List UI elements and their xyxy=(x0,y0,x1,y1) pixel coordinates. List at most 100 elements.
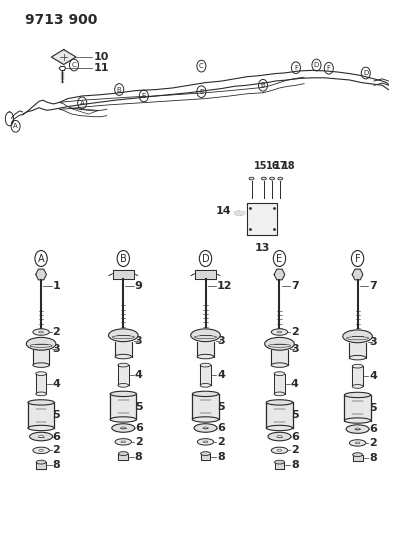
Ellipse shape xyxy=(266,425,293,431)
Ellipse shape xyxy=(192,391,219,397)
Polygon shape xyxy=(115,342,132,357)
Ellipse shape xyxy=(271,329,288,335)
Ellipse shape xyxy=(274,372,285,376)
Ellipse shape xyxy=(349,440,366,446)
Text: 11: 11 xyxy=(94,63,109,73)
Polygon shape xyxy=(110,394,136,419)
Ellipse shape xyxy=(275,460,284,464)
Text: 5: 5 xyxy=(53,410,60,420)
Ellipse shape xyxy=(112,424,135,432)
Text: 10: 10 xyxy=(94,52,109,62)
Text: E: E xyxy=(277,254,282,263)
Ellipse shape xyxy=(278,177,283,180)
Text: 1: 1 xyxy=(53,281,60,291)
Ellipse shape xyxy=(28,425,54,431)
Ellipse shape xyxy=(197,354,214,359)
Polygon shape xyxy=(200,365,211,385)
Polygon shape xyxy=(118,454,128,460)
Text: 2: 2 xyxy=(291,327,299,337)
Text: 4: 4 xyxy=(135,370,143,380)
Ellipse shape xyxy=(115,439,132,445)
Polygon shape xyxy=(352,269,363,280)
Text: D: D xyxy=(202,254,209,263)
Ellipse shape xyxy=(344,392,371,398)
Text: 4: 4 xyxy=(369,372,377,381)
Text: F: F xyxy=(327,65,331,71)
Polygon shape xyxy=(118,365,129,385)
Polygon shape xyxy=(271,350,288,365)
Text: 5: 5 xyxy=(135,402,143,411)
Ellipse shape xyxy=(191,329,220,342)
Polygon shape xyxy=(349,343,366,358)
Polygon shape xyxy=(266,402,293,428)
Text: 8: 8 xyxy=(217,452,225,462)
Ellipse shape xyxy=(110,417,136,422)
Text: 16: 16 xyxy=(266,160,279,171)
Ellipse shape xyxy=(271,447,288,454)
Ellipse shape xyxy=(355,442,360,444)
Text: 5: 5 xyxy=(291,410,299,420)
Text: D: D xyxy=(363,70,368,76)
Ellipse shape xyxy=(343,330,372,343)
Text: 8: 8 xyxy=(135,452,143,462)
Text: 8: 8 xyxy=(369,453,377,463)
Polygon shape xyxy=(51,50,76,64)
Text: A: A xyxy=(38,254,44,263)
Text: 3: 3 xyxy=(135,336,143,345)
Text: 2: 2 xyxy=(369,438,377,448)
Polygon shape xyxy=(201,454,210,460)
Ellipse shape xyxy=(274,392,285,395)
Text: 14: 14 xyxy=(215,206,231,215)
Text: F: F xyxy=(294,64,298,71)
Ellipse shape xyxy=(118,364,129,367)
Ellipse shape xyxy=(203,441,208,443)
Text: 6: 6 xyxy=(135,423,143,433)
Ellipse shape xyxy=(352,365,363,368)
Ellipse shape xyxy=(268,432,291,441)
Ellipse shape xyxy=(200,384,211,387)
Text: 3: 3 xyxy=(53,344,60,354)
Ellipse shape xyxy=(277,449,282,451)
Text: 8: 8 xyxy=(291,461,299,470)
Ellipse shape xyxy=(118,384,129,387)
Ellipse shape xyxy=(203,427,208,429)
Ellipse shape xyxy=(28,400,54,405)
Ellipse shape xyxy=(197,439,214,445)
Text: C: C xyxy=(199,63,204,69)
Ellipse shape xyxy=(192,417,219,422)
Ellipse shape xyxy=(121,427,126,429)
Text: 2: 2 xyxy=(291,446,299,455)
Text: B: B xyxy=(261,82,266,88)
Polygon shape xyxy=(36,269,46,280)
Ellipse shape xyxy=(118,451,128,456)
Ellipse shape xyxy=(33,329,49,335)
Ellipse shape xyxy=(201,451,210,456)
Ellipse shape xyxy=(344,418,371,423)
Polygon shape xyxy=(197,342,214,357)
Ellipse shape xyxy=(115,354,132,359)
Polygon shape xyxy=(235,211,245,215)
Polygon shape xyxy=(275,462,284,469)
Ellipse shape xyxy=(36,372,46,376)
Text: 2: 2 xyxy=(135,437,143,447)
Text: 7: 7 xyxy=(291,281,299,291)
Ellipse shape xyxy=(26,337,56,350)
Text: D: D xyxy=(314,62,319,68)
Text: 4: 4 xyxy=(53,379,60,389)
Text: 2: 2 xyxy=(53,446,60,455)
Polygon shape xyxy=(36,374,46,394)
Text: 6: 6 xyxy=(291,432,299,441)
Polygon shape xyxy=(352,366,363,386)
Ellipse shape xyxy=(30,432,53,441)
Polygon shape xyxy=(195,270,216,279)
Text: 3: 3 xyxy=(369,337,377,346)
Ellipse shape xyxy=(39,449,44,451)
Ellipse shape xyxy=(266,400,293,405)
Text: E: E xyxy=(199,88,203,95)
Ellipse shape xyxy=(277,331,282,333)
Text: 13: 13 xyxy=(254,243,270,253)
Polygon shape xyxy=(344,395,371,421)
Text: A: A xyxy=(13,123,18,130)
Ellipse shape xyxy=(194,424,217,432)
Ellipse shape xyxy=(200,364,211,367)
